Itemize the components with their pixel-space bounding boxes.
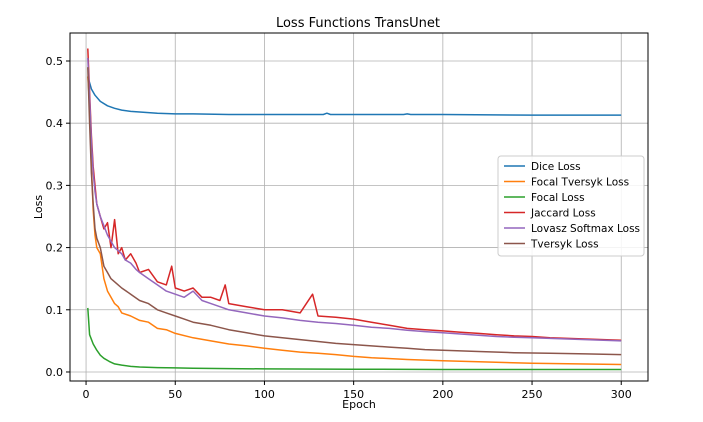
legend-label-focal-tversyk-loss: Focal Tversyk Loss bbox=[531, 177, 629, 189]
series-line-focal-loss bbox=[87, 307, 622, 371]
series-line-dice-loss bbox=[87, 76, 622, 116]
x-tick-label: 300 bbox=[611, 388, 632, 401]
x-axis-title: Epoch bbox=[342, 398, 376, 411]
y-tick-label: 0.3 bbox=[46, 179, 64, 192]
legend-label-dice-loss: Dice Loss bbox=[531, 161, 581, 173]
y-axis-title: Loss bbox=[32, 195, 45, 219]
plot-lines bbox=[87, 48, 622, 371]
x-axis-ticks: 0 50 100 150 200 250 300 bbox=[83, 381, 632, 401]
x-tick-label: 250 bbox=[522, 388, 543, 401]
x-tick-label: 50 bbox=[168, 388, 182, 401]
y-tick-label: 0.4 bbox=[46, 117, 64, 130]
chart-title: Loss Functions TransUnet bbox=[276, 16, 440, 31]
legend-label-lovasz-softmax-loss: Lovasz Softmax Loss bbox=[531, 223, 640, 235]
plot-frame bbox=[69, 32, 649, 382]
x-tick-label: 200 bbox=[432, 388, 453, 401]
x-tick-label: 150 bbox=[343, 388, 364, 401]
legend-label-focal-loss: Focal Loss bbox=[531, 192, 585, 204]
y-axis-ticks: 0.0 0.1 0.2 0.3 0.4 0.5 bbox=[46, 55, 70, 379]
y-tick-label: 0.2 bbox=[46, 242, 64, 255]
legend-label-tversyk-loss: Tversyk Loss bbox=[530, 239, 599, 251]
y-tick-label: 0.0 bbox=[46, 366, 64, 379]
legend-label-jaccard-loss: Jaccard Loss bbox=[530, 208, 596, 220]
series-line-jaccard-loss bbox=[87, 48, 622, 342]
x-tick-label: 0 bbox=[83, 388, 90, 401]
legend: Dice Loss Focal Tversyk Loss Focal Loss Jac… bbox=[497, 155, 645, 257]
x-tick-label: 100 bbox=[254, 388, 275, 401]
series-line-tversyk-loss bbox=[87, 67, 622, 356]
series-line-lovasz-softmax-loss bbox=[87, 57, 622, 342]
series-line-focal-tversyk-loss bbox=[87, 76, 622, 366]
legend-box bbox=[497, 155, 645, 257]
y-tick-label: 0.1 bbox=[46, 304, 64, 317]
y-tick-label: 0.5 bbox=[46, 55, 64, 68]
